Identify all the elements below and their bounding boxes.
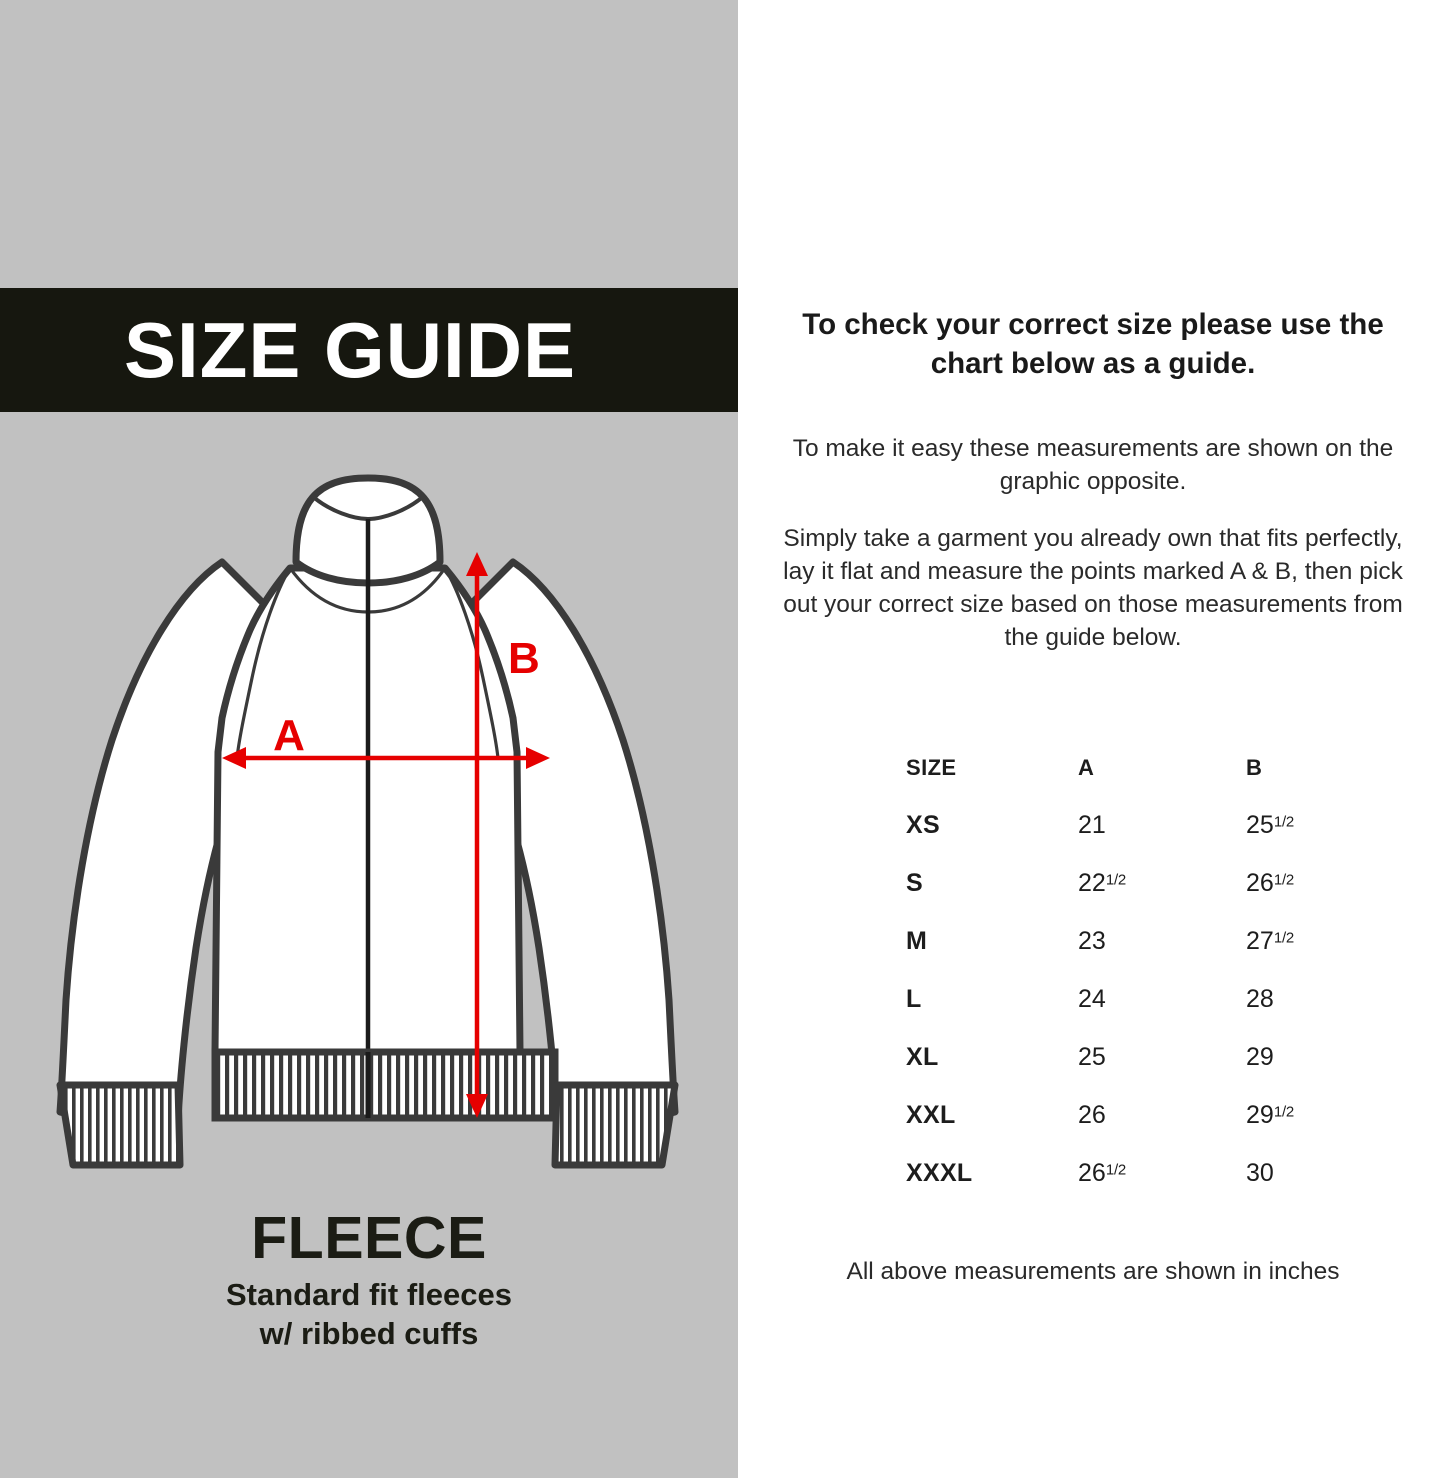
cell-b-fraction: 1/2 xyxy=(1273,812,1295,830)
cell-a-whole: 26 xyxy=(1078,1158,1106,1187)
cell-a-whole: 22 xyxy=(1078,868,1106,897)
column-header-size: SIZE xyxy=(906,755,957,780)
table-header-row: SIZE A B xyxy=(906,740,1386,796)
table-row: XXL 26 291/2 xyxy=(906,1086,1386,1144)
column-header-b: B xyxy=(1246,755,1263,780)
cell-b: 28 xyxy=(1246,970,1386,1028)
table-row: L 24 28 xyxy=(906,970,1386,1028)
cell-a-fraction: 1/2 xyxy=(1105,1160,1127,1178)
garment-caption: FLEECE Standard fit fleeces w/ ribbed cu… xyxy=(0,1205,738,1353)
left-graphic-panel: SIZE GUIDE xyxy=(0,0,738,1478)
cell-size: XXXL xyxy=(906,1158,973,1187)
intro-paragraph-1: To make it easy these measurements are s… xyxy=(792,435,1394,496)
cell-b-whole: 30 xyxy=(1246,1158,1274,1187)
units-note: All above measurements are shown in inch… xyxy=(846,1258,1340,1285)
table-row: XXXL 261/2 30 xyxy=(906,1144,1386,1202)
cell-a: 25 xyxy=(1078,1028,1246,1086)
cell-a-whole: 26 xyxy=(1078,1100,1106,1129)
cell-a: 23 xyxy=(1078,912,1246,970)
cell-a: 26 xyxy=(1078,1086,1246,1144)
cell-b-fraction: 1/2 xyxy=(1273,870,1295,888)
size-chart-body: XS 21 251/2 S 221/2 261/2 M 23 271/2 L 2… xyxy=(906,796,1386,1202)
measurement-arrow-b xyxy=(466,552,488,1118)
cell-size: XS xyxy=(906,810,940,839)
cell-b: 261/2 xyxy=(1246,854,1386,912)
table-row: M 23 271/2 xyxy=(906,912,1386,970)
cell-b-whole: 29 xyxy=(1246,1042,1274,1071)
cell-size: L xyxy=(906,984,922,1013)
garment-description-line2: w/ ribbed cuffs xyxy=(259,1316,479,1352)
cell-b: 271/2 xyxy=(1246,912,1386,970)
size-guide-banner: SIZE GUIDE xyxy=(0,288,738,412)
cell-b-whole: 29 xyxy=(1246,1100,1274,1129)
measurement-arrow-a xyxy=(222,747,550,769)
cell-a: 24 xyxy=(1078,970,1246,1028)
cell-b-whole: 28 xyxy=(1246,984,1274,1013)
cell-b: 251/2 xyxy=(1246,796,1386,854)
cell-a: 261/2 xyxy=(1078,1144,1246,1202)
cell-b-fraction: 1/2 xyxy=(1273,928,1295,946)
cell-a: 221/2 xyxy=(1078,854,1246,912)
cell-b-whole: 27 xyxy=(1246,926,1274,955)
table-row: XL 25 29 xyxy=(906,1028,1386,1086)
garment-description: Standard fit fleeces w/ ribbed cuffs xyxy=(0,1275,738,1353)
cell-b-whole: 25 xyxy=(1246,810,1274,839)
cell-a: 21 xyxy=(1078,796,1246,854)
garment-type-title: FLEECE xyxy=(251,1205,487,1271)
cell-a-whole: 23 xyxy=(1078,926,1106,955)
cell-b: 30 xyxy=(1246,1144,1386,1202)
cell-b-whole: 26 xyxy=(1246,868,1274,897)
left-ribbed-cuff xyxy=(56,1081,184,1169)
intro-paragraph-2: Simply take a garment you already own th… xyxy=(783,525,1403,652)
cell-a-whole: 25 xyxy=(1078,1042,1106,1071)
cell-b-fraction: 1/2 xyxy=(1273,1102,1295,1120)
cell-size: XL xyxy=(906,1042,939,1071)
right-ribbed-cuff xyxy=(551,1081,679,1169)
size-chart-table: SIZE A B XS 21 251/2 S 221/2 261/2 M xyxy=(906,740,1386,1202)
garment-description-line1: Standard fit fleeces xyxy=(226,1277,512,1313)
fleece-illustration: A B xyxy=(0,440,738,1200)
cell-size: M xyxy=(906,926,928,955)
column-header-a: A xyxy=(1078,755,1095,780)
cell-a-whole: 21 xyxy=(1078,810,1106,839)
cell-b: 291/2 xyxy=(1246,1086,1386,1144)
cell-a-fraction: 1/2 xyxy=(1105,870,1127,888)
table-row: S 221/2 261/2 xyxy=(906,854,1386,912)
ribbed-hem xyxy=(211,1048,559,1122)
cell-a-whole: 24 xyxy=(1078,984,1106,1013)
cell-b: 29 xyxy=(1246,1028,1386,1086)
marker-b-label: B xyxy=(508,634,540,683)
table-row: XS 21 251/2 xyxy=(906,796,1386,854)
intro-heading: To check your correct size please use th… xyxy=(802,308,1384,381)
cell-size: XXL xyxy=(906,1100,956,1129)
right-info-panel: To check your correct size please use th… xyxy=(738,0,1445,1478)
page-title: SIZE GUIDE xyxy=(124,306,577,394)
cell-size: S xyxy=(906,868,923,897)
marker-a-label: A xyxy=(273,711,305,760)
